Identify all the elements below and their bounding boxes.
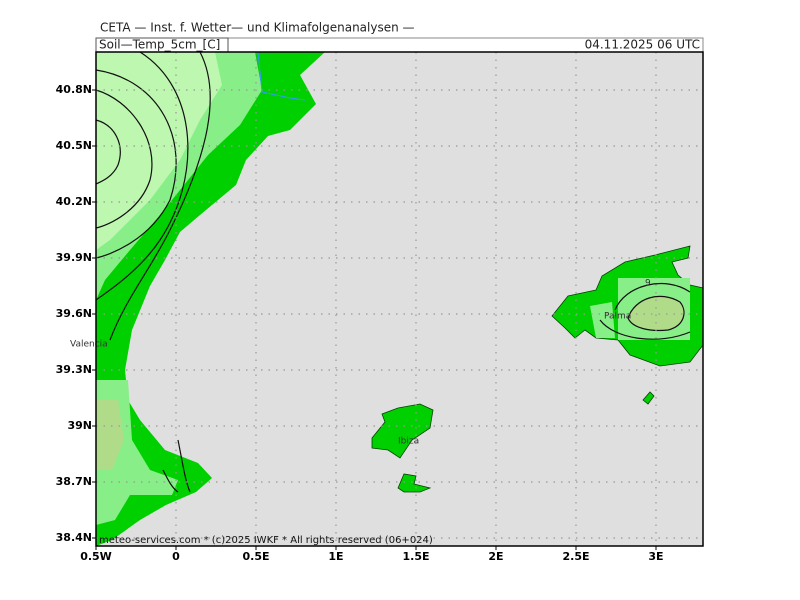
y-tick-label: 38.4N [56, 531, 92, 544]
island-cabrera [642, 391, 655, 405]
contour [599, 283, 691, 340]
y-tick-label: 40.8N [56, 83, 92, 96]
y-tick-label: 40.2N [56, 195, 92, 208]
footer: meteo-services.com * (c)2025 IWKF * All … [99, 535, 433, 546]
x-tick-label: 0.5W [80, 550, 112, 563]
contour [627, 295, 685, 332]
contour [95, 51, 189, 301]
land-warmest [96, 400, 124, 470]
y-tick-label: 39.6N [56, 307, 92, 320]
y-tick-label: 39.3N [56, 363, 92, 376]
y-tick-label: 39.9N [56, 251, 92, 264]
contour [95, 89, 153, 229]
x-tick-label: 0.5E [242, 550, 269, 563]
contour [95, 119, 121, 185]
x-tick-label: 2.5E [562, 550, 589, 563]
place-label: Valencia [70, 340, 108, 350]
x-tick-label: 1E [328, 550, 343, 563]
variable: Soil—Temp_5cm_[C] [99, 38, 220, 52]
island-ibiza [371, 403, 434, 459]
place-label: Palma [604, 312, 631, 322]
x-tick-label: 3E [648, 550, 663, 563]
contour [162, 439, 191, 493]
contour [95, 69, 177, 259]
place-label: Ibiza [398, 437, 419, 447]
y-tick-label: 38.7N [56, 475, 92, 488]
y-tick-label: 39N [67, 419, 92, 432]
datetime: 04.11.2025 06 UTC [585, 38, 700, 52]
land-warm [96, 52, 222, 250]
institution: CETA — Inst. f. Wetter— und Klimafolgena… [100, 21, 415, 35]
island-formentera [397, 473, 432, 493]
x-tick-label: 2E [488, 550, 503, 563]
river [257, 51, 306, 101]
land-mild [590, 302, 615, 338]
x-tick-label: 0 [172, 550, 180, 563]
map-frame [95, 51, 704, 547]
contour [109, 51, 211, 341]
contour-label: 9 [645, 279, 651, 289]
x-tick-label: 1.5E [402, 550, 429, 563]
y-tick-label: 40.5N [56, 139, 92, 152]
